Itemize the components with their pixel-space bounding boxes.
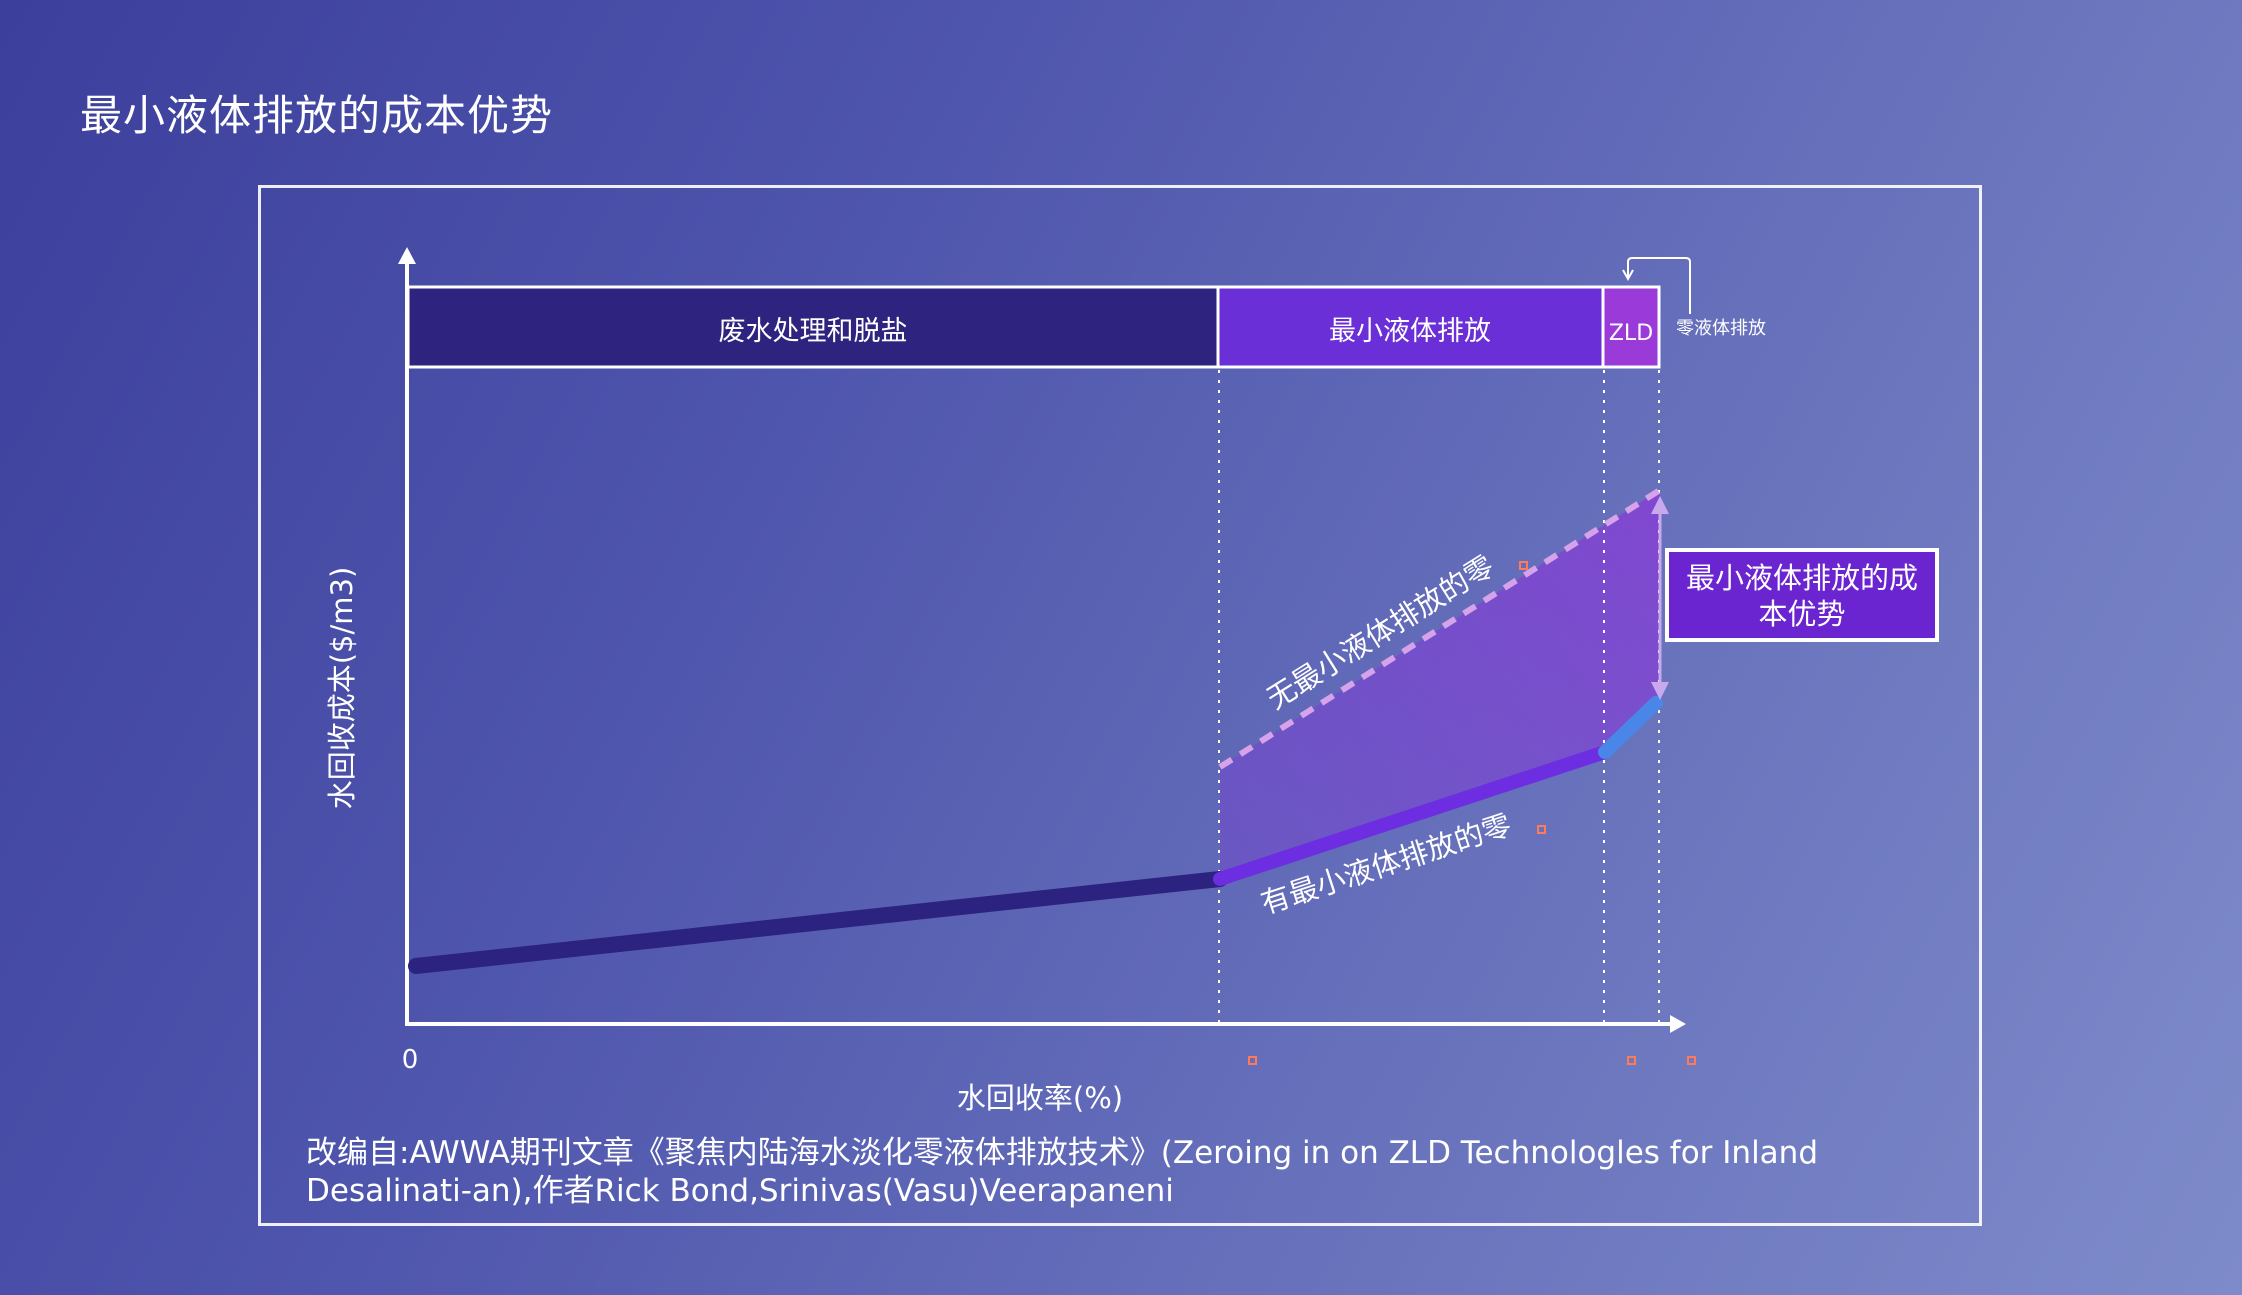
advantage-box-line2: 本优势 [1758,597,1845,631]
small-markers [1248,561,1696,1065]
zone-mld [1216,285,1605,369]
advantage-box: 最小液体排放的成 本优势 [1665,548,1939,642]
zone-zld [1601,285,1661,369]
y-axis-label: 水回收成本($/m3) [325,567,359,810]
diagram-frame [258,185,1982,1226]
y-axis-arrow [398,247,416,264]
page-title: 最小液体排放的成本优势 [80,91,554,140]
advantage-box-line1: 最小液体排放的成 [1686,561,1918,595]
zone-wastewater-label: 废水处理和脱盐 [719,316,908,347]
x-axis-arrow [1670,1015,1686,1033]
axes [398,247,1686,1033]
zone-wastewater [406,285,1220,369]
zone-zld-label: ZLD [1609,321,1653,346]
cost-advantage-arrow [1651,496,1669,700]
with-mld-line [1213,745,1612,886]
zone-header-bar: 废水处理和脱盐 最小液体排放 ZLD [406,285,1661,369]
source-note: 改编自:AWWA期刊文章《聚焦内陆海水淡化零液体排放技术》(Zeroing in… [306,1135,1819,1209]
without-mld-line [1218,487,1662,770]
zld-segment-line [1598,696,1663,759]
zld-callout-label: 零液体排放 [1676,318,1766,339]
origin-label: 0 [402,1045,419,1075]
zone-mld-label: 最小液体排放 [1329,316,1491,347]
zld-callout: 零液体排放 [1622,257,1766,339]
baseline-cost-line [408,871,1228,974]
x-axis-label: 水回收率(%) [957,1081,1123,1115]
cost-advantage-area [1220,490,1660,879]
